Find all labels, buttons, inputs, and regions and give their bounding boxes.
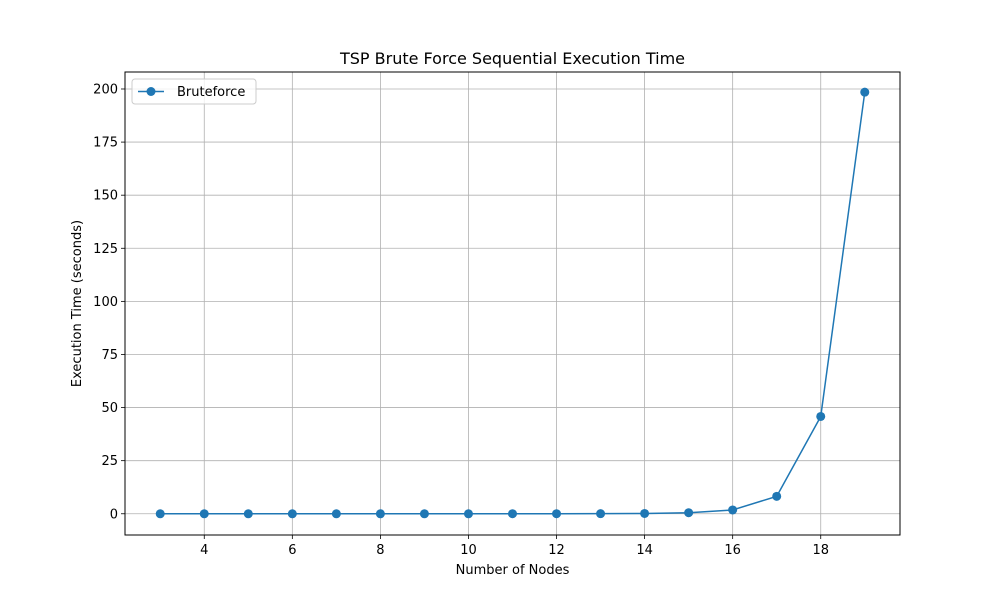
x-tick-label: 18 — [812, 543, 829, 558]
x-tick-label: 10 — [460, 543, 477, 558]
y-tick-label: 150 — [93, 189, 118, 204]
x-tick-label: 16 — [724, 543, 741, 558]
y-tick-label: 25 — [101, 454, 118, 469]
series-layer — [155, 87, 870, 519]
legend-box — [131, 78, 257, 105]
data-point — [816, 411, 826, 421]
y-tick-label: 100 — [93, 295, 118, 310]
data-point — [552, 509, 562, 519]
plot-frame — [124, 71, 901, 536]
data-point — [419, 509, 429, 519]
y-tick-label: 175 — [93, 136, 118, 151]
x-tick-label: 6 — [288, 543, 296, 558]
legend-label: Bruteforce — [177, 85, 245, 100]
ticks: 4 6 8 10 12 14 16 18 0 25 50 75 100 125 150 175 200 — [93, 82, 829, 558]
x-axis-label: Number of Nodes — [456, 563, 570, 578]
data-point — [596, 509, 606, 519]
data-point — [772, 491, 782, 501]
y-tick-label: 50 — [101, 401, 118, 416]
legend-marker — [146, 87, 156, 96]
legend: Bruteforce — [131, 78, 257, 105]
data-point — [508, 509, 517, 519]
data-point — [640, 508, 650, 518]
x-tick-label: 8 — [376, 543, 384, 558]
data-point — [684, 508, 694, 518]
data-point — [860, 87, 870, 97]
data-point — [331, 509, 341, 519]
data-point — [199, 509, 209, 519]
y-tick-label: 75 — [101, 348, 118, 363]
y-axis-label: Execution Time (seconds) — [70, 220, 85, 387]
data-point — [728, 505, 738, 515]
chart-title: TSP Brute Force Sequential Execution Tim… — [339, 49, 685, 68]
data-point — [463, 509, 473, 519]
x-tick-label: 14 — [636, 543, 653, 558]
x-tick-label: 12 — [548, 543, 565, 558]
y-tick-label: 125 — [93, 242, 118, 257]
data-point — [287, 509, 297, 519]
x-tick-label: 4 — [200, 543, 208, 558]
y-tick-label: 200 — [93, 82, 118, 97]
data-point — [155, 509, 165, 519]
data-point — [375, 509, 385, 519]
y-tick-label: 0 — [110, 507, 118, 522]
data-point — [243, 509, 253, 519]
